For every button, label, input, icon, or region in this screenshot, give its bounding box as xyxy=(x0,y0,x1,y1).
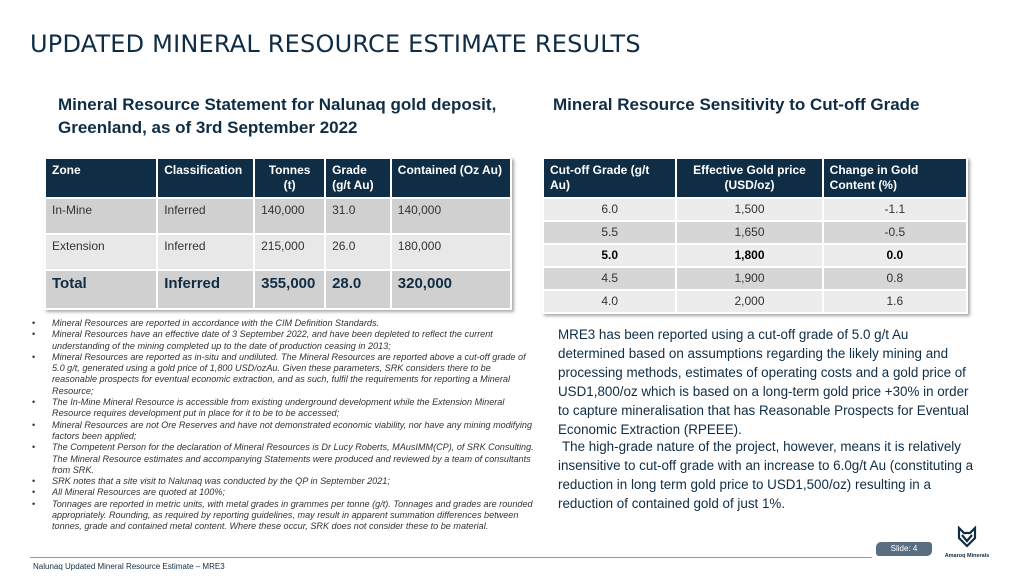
cell: 1,500 xyxy=(675,197,824,222)
footer-divider xyxy=(30,557,872,558)
cell: In-Mine xyxy=(43,197,159,235)
col-header: Classification xyxy=(156,157,256,199)
sensitivity-heading: Mineral Resource Sensitivity to Cut-off … xyxy=(553,95,920,114)
cell: 26.0 xyxy=(324,233,392,271)
cell: 28.0 xyxy=(324,269,392,310)
cell: Extension xyxy=(43,233,159,271)
cell: Inferred xyxy=(156,197,256,235)
table-row: 4.5 1,900 0.8 xyxy=(541,266,969,291)
company-logo: Amaroq Minerals xyxy=(942,525,992,559)
cell: -1.1 xyxy=(821,197,969,222)
footnote: The In-Mine Mineral Resource is accessib… xyxy=(30,397,535,420)
cell: 1.6 xyxy=(821,289,969,314)
cell: 320,000 xyxy=(389,269,513,310)
col-header: Grade (g/t Au) xyxy=(324,157,392,199)
footnote: All Mineral Resources are quoted at 100%… xyxy=(30,487,535,499)
fox-logo-icon xyxy=(957,525,977,548)
cell: 140,000 xyxy=(389,197,513,235)
footnotes-list: Mineral Resources are reported in accord… xyxy=(30,318,535,533)
footnote: Mineral Resources are reported in accord… xyxy=(30,318,535,330)
cutoff-explanation: MRE3 has been reported using a cut-off g… xyxy=(558,327,969,437)
cell: 31.0 xyxy=(324,197,392,235)
cell: 2,000 xyxy=(675,289,824,314)
table-row: 6.0 1,500 -1.1 xyxy=(541,197,969,222)
cell: 6.0 xyxy=(541,197,678,222)
footnote: SRK notes that a site visit to Nalunaq w… xyxy=(30,476,535,488)
table-row: In-Mine Inferred 140,000 31.0 140,000 xyxy=(43,197,513,235)
footnote: The Competent Person for the declaration… xyxy=(30,442,535,476)
footnote: Mineral Resources are reported as in-sit… xyxy=(30,352,535,397)
cell: -0.5 xyxy=(821,220,969,245)
cell: 1,900 xyxy=(675,266,824,291)
footnote: Mineral Resources have an effective date… xyxy=(30,329,535,352)
cell: 355,000 xyxy=(253,269,327,310)
col-header: Contained (Oz Au) xyxy=(389,157,513,199)
logo-text: Amaroq Minerals xyxy=(944,553,990,559)
col-header: Zone xyxy=(43,157,159,199)
cell: 215,000 xyxy=(253,233,327,271)
sensitivity-explanation: The high-grade nature of the project, ho… xyxy=(558,439,974,511)
col-header: Tonnes (t) xyxy=(253,157,327,199)
cell: 5.0 xyxy=(541,243,678,268)
cell: 180,000 xyxy=(389,233,513,271)
cell: 5.5 xyxy=(541,220,678,245)
table-row: Extension Inferred 215,000 26.0 180,000 xyxy=(43,233,513,271)
cell: 1,650 xyxy=(675,220,824,245)
resource-table: Zone Classification Tonnes (t) Grade (g/… xyxy=(43,157,513,310)
cell: Inferred xyxy=(156,269,256,310)
cell: 140,000 xyxy=(253,197,327,235)
cell: 0.0 xyxy=(821,243,969,268)
total-row: Total Inferred 355,000 28.0 320,000 xyxy=(43,269,513,310)
cell: 4.0 xyxy=(541,289,678,314)
table-row-highlighted: 5.0 1,800 0.0 xyxy=(541,243,969,268)
cell: 4.5 xyxy=(541,266,678,291)
slide-number-badge: Slide: 4 xyxy=(876,542,932,556)
table-row: 5.5 1,650 -0.5 xyxy=(541,220,969,245)
page-title: UPDATED MINERAL RESOURCE ESTIMATE RESULT… xyxy=(30,30,641,58)
col-header: Change in Gold Content (%) xyxy=(821,157,969,199)
cell: 0.8 xyxy=(821,266,969,291)
col-header: Effective Gold price (USD/oz) xyxy=(675,157,824,199)
footnote: Mineral Resources are not Ore Reserves a… xyxy=(30,420,535,443)
footnote: Tonnages are reported in metric units, w… xyxy=(30,499,535,533)
table-row: 4.0 2,000 1.6 xyxy=(541,289,969,314)
cell: Total xyxy=(43,269,159,310)
sensitivity-table: Cut-off Grade (g/t Au) Effective Gold pr… xyxy=(541,157,969,314)
footer-text: Nalunaq Updated Mineral Resource Estimat… xyxy=(33,562,225,571)
col-header: Cut-off Grade (g/t Au) xyxy=(541,157,678,199)
resource-statement-heading: Mineral Resource Statement for Nalunaq g… xyxy=(58,95,497,137)
cell: Inferred xyxy=(156,233,256,271)
cell: 1,800 xyxy=(675,243,824,268)
